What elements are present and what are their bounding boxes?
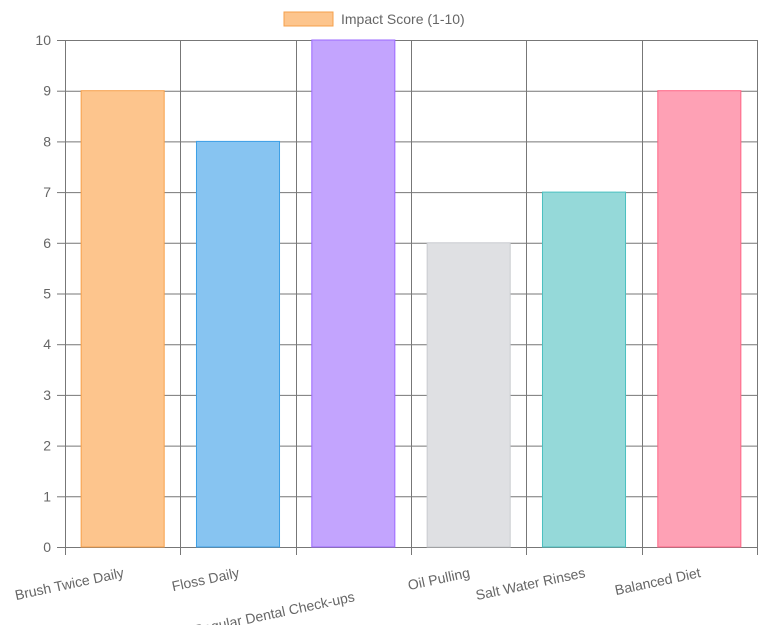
x-tick-label: Oil Pulling xyxy=(406,564,471,593)
bar-balanced-diet[interactable] xyxy=(657,90,742,548)
y-tick-labels: 0 1 2 3 4 5 6 7 8 9 10 xyxy=(35,32,51,555)
y-tick-label: 3 xyxy=(43,387,51,403)
x-tick-label: Balanced Diet xyxy=(613,564,702,598)
legend-label: Impact Score (1-10) xyxy=(341,11,465,27)
y-tick-label: 6 xyxy=(43,235,51,251)
x-tick-label: Salt Water Rinses xyxy=(474,564,586,603)
y-tick-label: 9 xyxy=(43,83,51,99)
bar-brush-twice-daily[interactable] xyxy=(80,90,165,548)
legend-swatch xyxy=(283,11,334,27)
x-tick-label: Floss Daily xyxy=(170,564,240,594)
x-tick-label: Brush Twice Daily xyxy=(13,564,125,603)
y-tick-label: 5 xyxy=(43,286,51,302)
bar-salt-water-rinses[interactable] xyxy=(541,191,627,548)
y-tick-label: 7 xyxy=(43,184,51,200)
y-tick-label: 2 xyxy=(43,438,51,454)
y-tick-label: 10 xyxy=(35,32,51,48)
y-tick-label: 1 xyxy=(43,488,51,504)
bar-oil-pulling[interactable] xyxy=(426,242,511,548)
bar-floss-daily[interactable] xyxy=(195,140,281,548)
y-tick-label: 0 xyxy=(43,539,51,555)
x-tick-label: Regular Dental Check-ups xyxy=(192,588,356,625)
legend[interactable]: Impact Score (1-10) xyxy=(283,11,465,27)
y-tick-label: 4 xyxy=(43,336,51,352)
bars xyxy=(80,39,742,548)
grid xyxy=(65,40,758,548)
y-tick-label: 8 xyxy=(43,133,51,149)
bar-regular-dental-check-ups[interactable] xyxy=(311,39,396,548)
